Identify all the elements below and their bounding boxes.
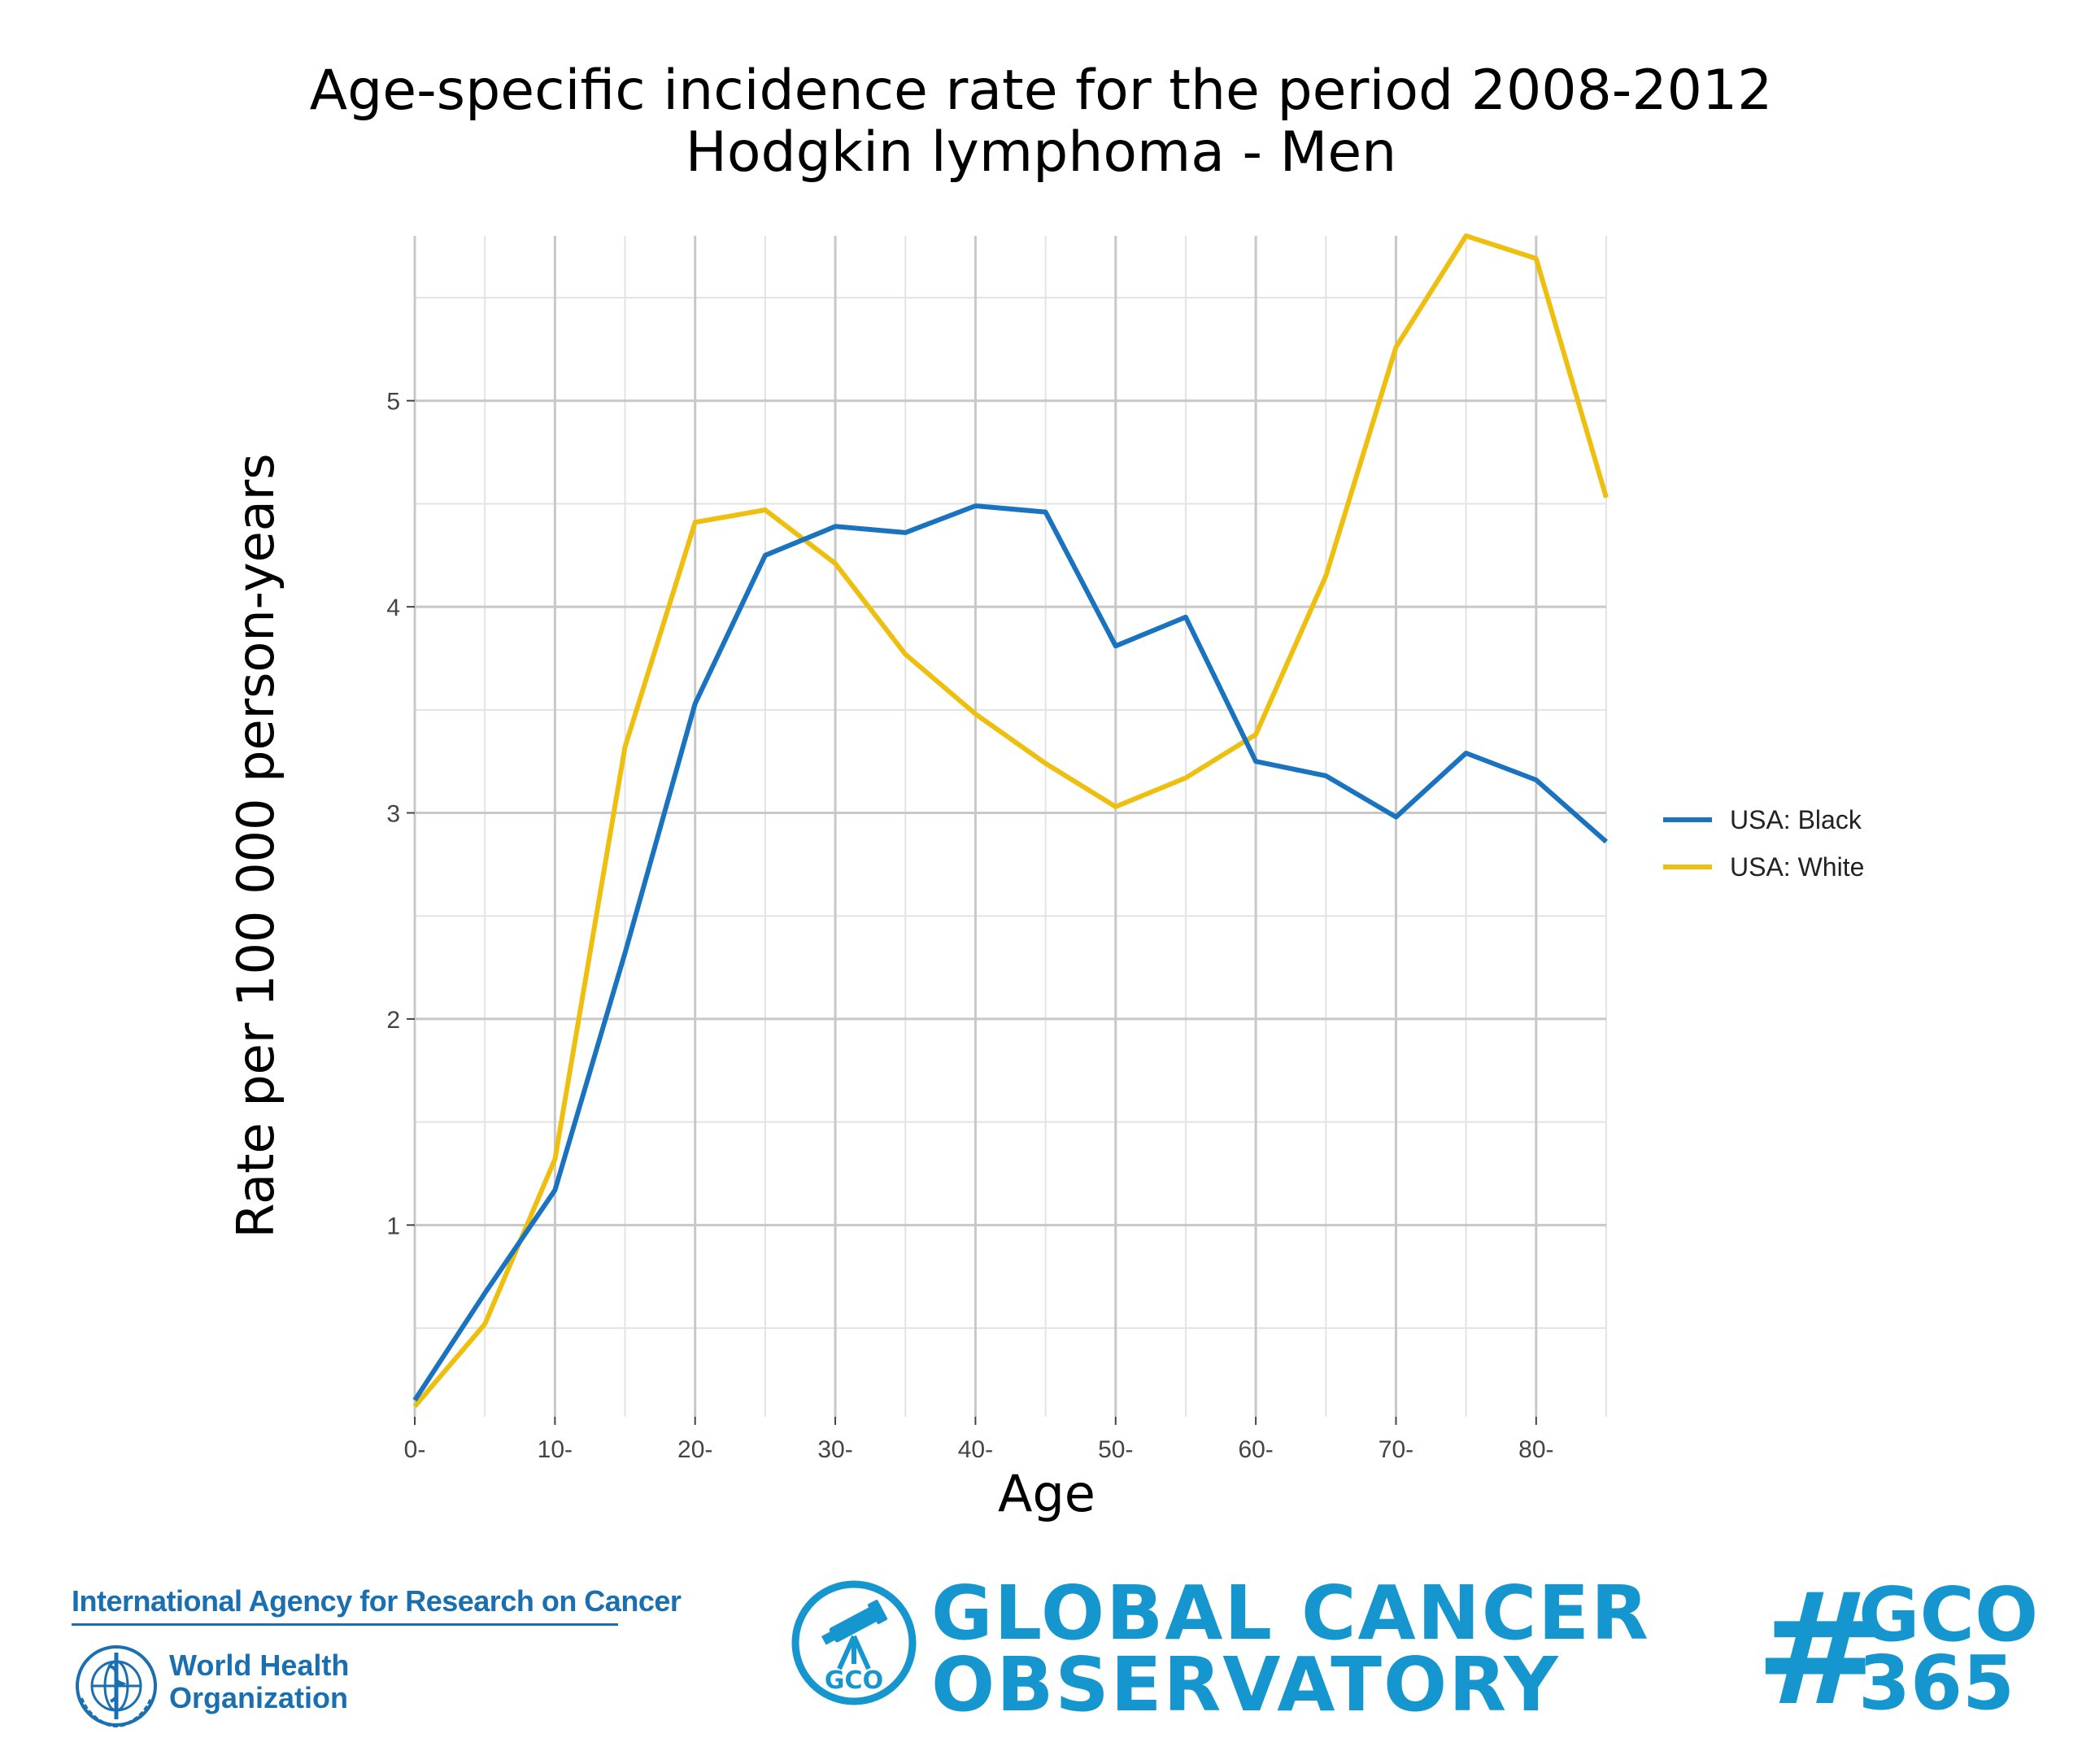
legend-label: USA: Black xyxy=(1730,805,1862,834)
x-tick-label: 80- xyxy=(1518,1436,1553,1463)
y-axis-title: Rate per 100 000 person-years xyxy=(226,453,285,1238)
legend-label: USA: White xyxy=(1730,852,1864,882)
series-line-usa-black xyxy=(412,503,1608,1402)
gco-wordmark: GLOBAL CANCER OBSERVATORY xyxy=(931,1570,1650,1728)
hashtag-line1: GCO xyxy=(1858,1571,2039,1658)
y-tick-label: 5 xyxy=(386,389,400,416)
y-tick-label: 1 xyxy=(386,1213,400,1239)
x-tick-label: 30- xyxy=(817,1436,852,1463)
gco-telescope-icon: GCO xyxy=(791,1580,917,1705)
x-tick-label: 40- xyxy=(958,1436,993,1463)
iarc-divider xyxy=(72,1623,618,1626)
who-name: World Health Organization xyxy=(169,1649,349,1714)
grid-layer xyxy=(413,236,1607,1417)
x-tick-label: 10- xyxy=(538,1436,573,1463)
gco-wordmark-line2: OBSERVATORY xyxy=(931,1641,1560,1728)
y-tick-label: 2 xyxy=(386,1007,400,1034)
who-name-line2: Organization xyxy=(169,1681,349,1714)
chart-title-line1: Age-specific incidence rate for the peri… xyxy=(309,59,1773,123)
who-name-line1: World Health xyxy=(169,1649,350,1682)
gco-emblem-label: GCO xyxy=(825,1666,883,1695)
who-emblem-icon xyxy=(76,1645,157,1728)
gco-wordmark-line1: GLOBAL CANCER xyxy=(931,1570,1650,1657)
x-tick-label: 60- xyxy=(1238,1436,1273,1463)
hashtag-line2: 365 xyxy=(1858,1640,2015,1727)
y-tick-label: 3 xyxy=(386,801,400,828)
series-line-usa-white xyxy=(412,233,1609,1409)
x-tick-label: 20- xyxy=(677,1436,712,1463)
y-tick-label: 4 xyxy=(386,595,400,621)
iarc-name: International Agency for Research on Can… xyxy=(72,1584,682,1618)
x-tick-label: 70- xyxy=(1379,1436,1413,1463)
legend: USA: Black USA: White xyxy=(1663,805,1864,882)
hashtag-text: GCO 365 xyxy=(1858,1571,2039,1727)
hashtag-symbol: # xyxy=(1755,1560,1885,1740)
chart-title-line2: Hodgkin lymphoma - Men xyxy=(685,120,1397,185)
x-axis-title: Age xyxy=(998,1464,1095,1523)
x-tick-label: 0- xyxy=(404,1436,426,1463)
series-layer xyxy=(412,233,1609,1409)
x-tick-label: 50- xyxy=(1098,1436,1133,1463)
